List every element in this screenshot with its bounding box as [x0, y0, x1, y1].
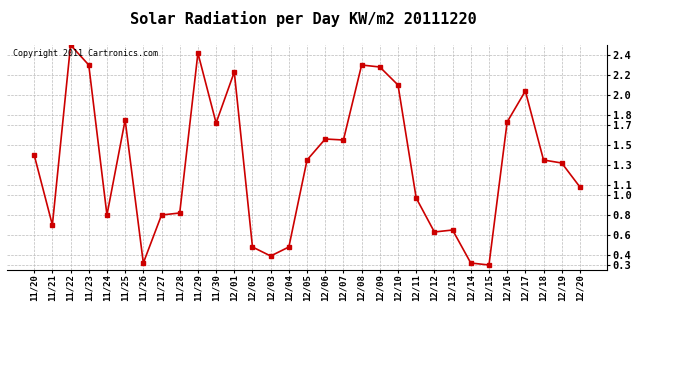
Text: Copyright 2011 Cartronics.com: Copyright 2011 Cartronics.com: [13, 50, 158, 58]
Text: Solar Radiation per Day KW/m2 20111220: Solar Radiation per Day KW/m2 20111220: [130, 11, 477, 27]
